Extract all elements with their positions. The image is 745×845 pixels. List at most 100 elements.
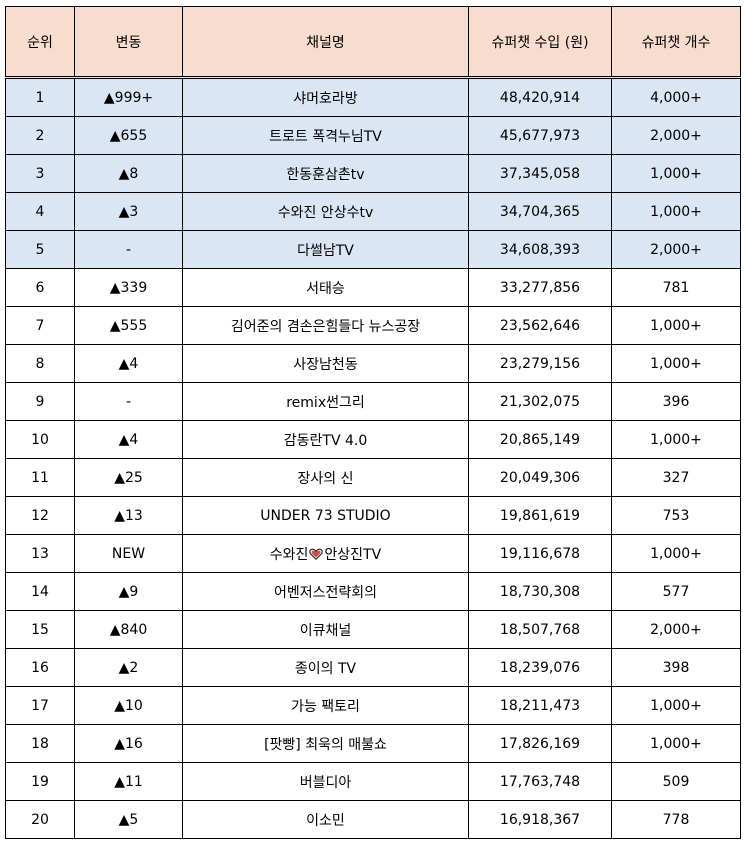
rank-cell: 2 bbox=[5, 116, 75, 155]
rank-cell: 14 bbox=[5, 572, 75, 611]
table-row: 4 ▲3 수와진 안상수tv 34,704,365 1,000+ bbox=[5, 192, 741, 231]
change-cell: ▲840 bbox=[74, 610, 183, 649]
channel-cell: UNDER 73 STUDIO bbox=[182, 496, 469, 535]
count-cell: 577 bbox=[611, 572, 741, 611]
table-body: 1 ▲999+ 샤머호라방 48,420,914 4,000+ 2 ▲655 트로트 폭격누님… bbox=[5, 77, 741, 839]
table-row: 15 ▲840 이큐채널 18,507,768 2,000+ bbox=[5, 610, 741, 649]
count-cell: 2,000+ bbox=[611, 116, 741, 155]
change-cell: - bbox=[74, 382, 183, 421]
change-cell: ▲8 bbox=[74, 154, 183, 193]
income-cell: 19,116,678 bbox=[468, 534, 612, 573]
count-cell: 1,000+ bbox=[611, 686, 741, 725]
count-cell: 1,000+ bbox=[611, 306, 741, 345]
channel-cell: 수와진 안상진TV bbox=[182, 534, 469, 573]
rank-cell: 18 bbox=[5, 724, 75, 763]
rank-cell: 5 bbox=[5, 230, 75, 269]
header-channel: 채널명 bbox=[182, 6, 469, 79]
channel-cell: 이소민 bbox=[182, 800, 469, 839]
table-row: 9- remix썬그리 21,302,075 396 bbox=[5, 382, 741, 421]
rank-cell: 8 bbox=[5, 344, 75, 383]
count-cell: 1,000+ bbox=[611, 192, 741, 231]
channel-cell: 이큐채널 bbox=[182, 610, 469, 649]
header-rank: 순위 bbox=[5, 6, 75, 79]
table-row: 13 NEW 수와진 안상진TV 19,116,678 1,000+ bbox=[5, 534, 741, 573]
channel-cell: [팟빵] 최욱의 매불쇼 bbox=[182, 724, 469, 763]
change-cell: ▲11 bbox=[74, 762, 183, 801]
income-cell: 48,420,914 bbox=[468, 77, 612, 117]
income-cell: 23,279,156 bbox=[468, 344, 612, 383]
table-row: 16 ▲2 종이의 TV 18,239,076 398 bbox=[5, 648, 741, 687]
channel-name-part: 안상진TV bbox=[324, 546, 382, 563]
rank-cell: 3 bbox=[5, 154, 75, 193]
income-cell: 21,302,075 bbox=[468, 382, 612, 421]
channel-cell: 가능 팩토리 bbox=[182, 686, 469, 725]
count-cell: 778 bbox=[611, 800, 741, 839]
channel-cell: 수와진 안상수tv bbox=[182, 192, 469, 231]
header-count: 슈퍼챗 개수 bbox=[611, 6, 741, 79]
channel-cell: 김어준의 겸손은힘들다 뉴스공장 bbox=[182, 306, 469, 345]
rank-cell: 15 bbox=[5, 610, 75, 649]
income-cell: 33,277,856 bbox=[468, 268, 612, 307]
change-cell: ▲2 bbox=[74, 648, 183, 687]
table-row: 3 ▲8 한동훈삼촌tv 37,345,058 1,000+ bbox=[5, 154, 741, 193]
channel-cell: 감동란TV 4.0 bbox=[182, 420, 469, 459]
header-income: 슈퍼챗 수입 (원) bbox=[468, 6, 612, 79]
income-cell: 18,239,076 bbox=[468, 648, 612, 687]
change-cell: ▲9 bbox=[74, 572, 183, 611]
count-cell: 1,000+ bbox=[611, 420, 741, 459]
income-cell: 19,861,619 bbox=[468, 496, 612, 535]
change-cell: ▲4 bbox=[74, 420, 183, 459]
change-cell: ▲10 bbox=[74, 686, 183, 725]
count-cell: 1,000+ bbox=[611, 154, 741, 193]
income-cell: 18,211,473 bbox=[468, 686, 612, 725]
change-cell: ▲555 bbox=[74, 306, 183, 345]
count-cell: 753 bbox=[611, 496, 741, 535]
table-row: 6 ▲339 서태승 33,277,856 781 bbox=[5, 268, 741, 307]
change-cell: ▲4 bbox=[74, 344, 183, 383]
income-cell: 20,049,306 bbox=[468, 458, 612, 497]
table-row: 14 ▲9 어벤저스전략회의 18,730,308 577 bbox=[5, 572, 741, 611]
rank-cell: 16 bbox=[5, 648, 75, 687]
rank-cell: 10 bbox=[5, 420, 75, 459]
count-cell: 398 bbox=[611, 648, 741, 687]
change-cell: ▲13 bbox=[74, 496, 183, 535]
rank-cell: 1 bbox=[5, 77, 75, 117]
channel-name-part: 수와진 bbox=[269, 546, 309, 563]
change-cell: ▲5 bbox=[74, 800, 183, 839]
table-row: 10 ▲4 감동란TV 4.0 20,865,149 1,000+ bbox=[5, 420, 741, 459]
rank-cell: 11 bbox=[5, 458, 75, 497]
change-cell: - bbox=[74, 230, 183, 269]
table-row: 2 ▲655 트로트 폭격누님TV 45,677,973 2,000+ bbox=[5, 116, 741, 155]
rank-cell: 9 bbox=[5, 382, 75, 421]
channel-cell: 한동훈삼촌tv bbox=[182, 154, 469, 193]
income-cell: 16,918,367 bbox=[468, 800, 612, 839]
count-cell: 327 bbox=[611, 458, 741, 497]
income-cell: 34,704,365 bbox=[468, 192, 612, 231]
table-row: 1 ▲999+ 샤머호라방 48,420,914 4,000+ bbox=[5, 77, 741, 117]
rank-cell: 6 bbox=[5, 268, 75, 307]
channel-cell: 트로트 폭격누님TV bbox=[182, 116, 469, 155]
heart-icon bbox=[309, 547, 324, 561]
channel-cell: 버블디아 bbox=[182, 762, 469, 801]
rank-cell: 19 bbox=[5, 762, 75, 801]
table-header: 순위 변동 채널명 슈퍼챗 수입 (원) 슈퍼챗 개수 bbox=[5, 6, 741, 79]
count-cell: 509 bbox=[611, 762, 741, 801]
change-cell: ▲999+ bbox=[74, 77, 183, 117]
channel-cell: 사장남천동 bbox=[182, 344, 469, 383]
table-row: 19 ▲11 버블디아 17,763,748 509 bbox=[5, 762, 741, 801]
table-row: 17 ▲10 가능 팩토리 18,211,473 1,000+ bbox=[5, 686, 741, 725]
table-row: 8 ▲4 사장남천동 23,279,156 1,000+ bbox=[5, 344, 741, 383]
income-cell: 18,507,768 bbox=[468, 610, 612, 649]
income-cell: 18,730,308 bbox=[468, 572, 612, 611]
rank-cell: 12 bbox=[5, 496, 75, 535]
change-cell: NEW bbox=[74, 534, 183, 573]
count-cell: 4,000+ bbox=[611, 77, 741, 117]
income-cell: 17,763,748 bbox=[468, 762, 612, 801]
table-row: 20 ▲5 이소민 16,918,367 778 bbox=[5, 800, 741, 839]
ranking-table-container: 순위 변동 채널명 슈퍼챗 수입 (원) 슈퍼챗 개수 1 ▲999+ 샤머호라방 4… bbox=[5, 6, 741, 839]
rank-cell: 20 bbox=[5, 800, 75, 839]
header-change: 변동 bbox=[74, 6, 183, 79]
rank-cell: 13 bbox=[5, 534, 75, 573]
table-row: 18 ▲16 [팟빵] 최욱의 매불쇼 17,826,169 1,000+ bbox=[5, 724, 741, 763]
income-cell: 17,826,169 bbox=[468, 724, 612, 763]
